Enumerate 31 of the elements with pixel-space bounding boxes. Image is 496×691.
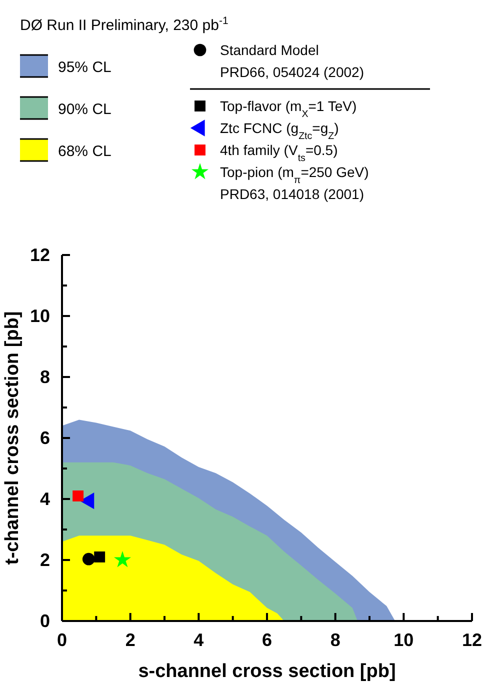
y-tick-label: 10	[30, 306, 50, 326]
x-tick-label: 4	[194, 630, 204, 650]
y-tick-label: 0	[40, 610, 50, 631]
legend-label: 95% CL	[58, 59, 112, 76]
chart-title: DØ Run II Preliminary, 230 pb$^{-1}$	[20, 15, 228, 34]
y-tick-label: 8	[40, 366, 50, 387]
y-axis-title: t-channel cross section [pb]	[2, 311, 23, 565]
legend-label: Standard Model	[220, 42, 319, 58]
text: PRD66, 054024 (2002)	[220, 64, 364, 80]
y-tick-label: 12	[30, 244, 50, 265]
y-tick-label: 6	[40, 428, 50, 448]
point	[72, 490, 84, 502]
text: PRD63, 014018 (2001)	[220, 186, 364, 202]
x-tick-label: 12	[462, 630, 482, 650]
legend-label: Top-flavor (m$_{X}$=1 TeV)	[220, 98, 357, 120]
legend-label: Ztc FCNC (g$_{Ztc}$=g$_{Z}$)	[220, 120, 339, 142]
x-tick-label: 8	[330, 630, 340, 650]
legend-label: 90% CL	[58, 101, 112, 118]
x-axis-title: s-channel cross section [pb]	[138, 661, 396, 682]
legend-label: 4th family (V$_{ts}$=0.5)	[220, 142, 338, 164]
point	[82, 552, 95, 566]
x-tick-label: 10	[394, 630, 414, 650]
x-tick-label: 6	[262, 630, 272, 650]
point	[114, 551, 131, 568]
legend-label: Top-pion (m$_{π}$=250 GeV)	[220, 164, 369, 186]
y-tick-label: 2	[40, 550, 50, 570]
y-tick-label: 4	[40, 488, 50, 509]
point	[94, 551, 106, 562]
x-tick-label: 0	[56, 630, 68, 650]
legend-label: 68% CL	[58, 143, 112, 160]
x-tick-label: 2	[125, 630, 136, 650]
